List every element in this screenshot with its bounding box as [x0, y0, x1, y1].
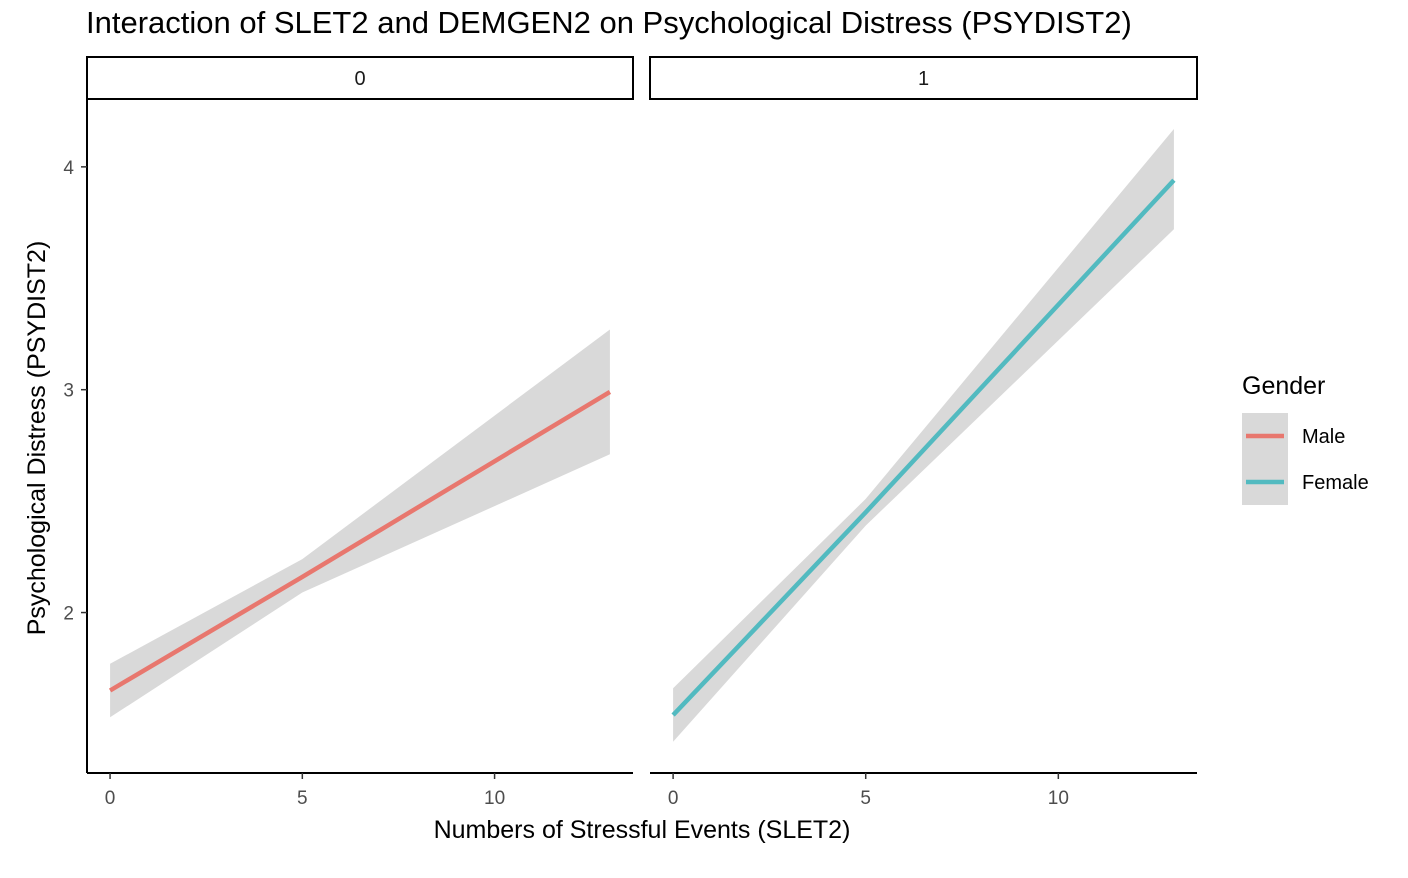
- legend: Gender Male Female: [1242, 372, 1369, 505]
- y-tick-label: 4: [63, 158, 74, 179]
- confidence-ribbon-female: [673, 129, 1174, 742]
- facet-strip: [86, 56, 634, 100]
- panel-1: 10 5 10: [649, 56, 1198, 809]
- x-tick-label: 0: [668, 788, 679, 809]
- series-line-female: [671, 178, 1176, 717]
- legend-label-female: Female: [1302, 472, 1369, 494]
- x-tick-label: 5: [860, 788, 871, 809]
- confidence-ribbon-male: [110, 329, 610, 718]
- facet-strip-label: 0: [354, 68, 365, 90]
- facet-strip: [649, 56, 1198, 100]
- chart-title: Interaction of SLET2 and DEMGEN2 on Psyc…: [86, 5, 1132, 40]
- series-line-male: [108, 389, 612, 693]
- x-tick-label: 5: [297, 788, 308, 809]
- panel-0: 0 2 3 4 0 5 10: [63, 56, 634, 809]
- x-tick-label: 10: [484, 788, 505, 809]
- legend-title: Gender: [1242, 372, 1325, 400]
- facet-strip-label: 1: [918, 68, 929, 90]
- y-tick-label: 2: [63, 604, 74, 625]
- y-tick-label: 3: [63, 381, 74, 402]
- x-tick-label: 10: [1048, 788, 1069, 809]
- y-axis-title: Psychological Distress (PSYDIST2): [23, 241, 51, 636]
- x-axis-title: Numbers of Stressful Events (SLET2): [434, 816, 851, 844]
- legend-label-male: Male: [1302, 426, 1345, 448]
- x-tick-label: 0: [105, 788, 116, 809]
